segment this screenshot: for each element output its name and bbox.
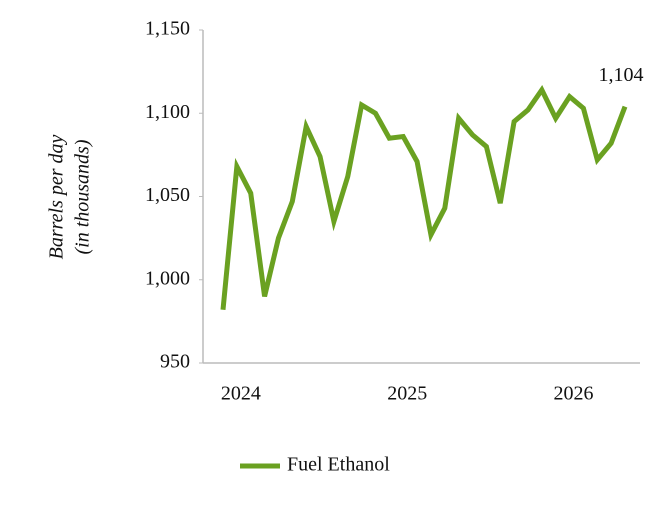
legend-label: Fuel Ethanol: [287, 454, 390, 476]
y-axis-label: Barrels per day (in thousands): [46, 134, 94, 259]
y-tick-label: 950: [160, 351, 190, 373]
y-tick-label: 1,150: [145, 18, 190, 40]
y-tick-label: 1,100: [145, 101, 190, 123]
y-tick-label: 1,050: [145, 184, 190, 206]
data-line: [220, 85, 628, 310]
y-axis-label-line: (in thousands): [72, 139, 94, 254]
data-label: 1,104: [599, 64, 644, 86]
y-tick-label: 1,000: [145, 267, 190, 289]
y-axis-label-line: Barrels per day: [46, 134, 68, 259]
x-tick-label: 2026: [554, 383, 594, 405]
x-tick-label: 2024: [221, 383, 261, 405]
x-tick-label: 2025: [387, 383, 427, 405]
